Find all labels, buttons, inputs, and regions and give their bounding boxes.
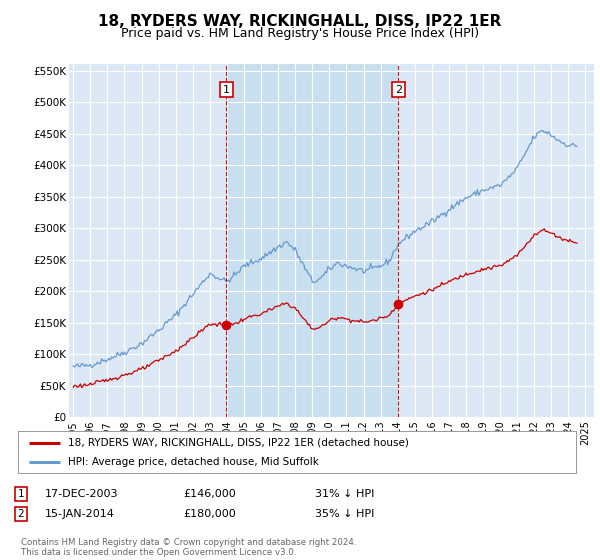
Bar xyxy=(226,64,398,417)
Text: 2: 2 xyxy=(395,85,402,95)
Text: 18, RYDERS WAY, RICKINGHALL, DISS, IP22 1ER (detached house): 18, RYDERS WAY, RICKINGHALL, DISS, IP22 … xyxy=(68,437,409,447)
Text: Contains HM Land Registry data © Crown copyright and database right 2024.
This d: Contains HM Land Registry data © Crown c… xyxy=(21,538,356,557)
Text: 35% ↓ HPI: 35% ↓ HPI xyxy=(315,509,374,519)
Text: 1: 1 xyxy=(17,489,25,499)
Text: £146,000: £146,000 xyxy=(183,489,236,499)
Text: 17-DEC-2003: 17-DEC-2003 xyxy=(45,489,119,499)
Text: 18, RYDERS WAY, RICKINGHALL, DISS, IP22 1ER: 18, RYDERS WAY, RICKINGHALL, DISS, IP22 … xyxy=(98,14,502,29)
Text: 15-JAN-2014: 15-JAN-2014 xyxy=(45,509,115,519)
Text: 1: 1 xyxy=(223,85,230,95)
Text: 2: 2 xyxy=(17,509,25,519)
Text: £180,000: £180,000 xyxy=(183,509,236,519)
Text: HPI: Average price, detached house, Mid Suffolk: HPI: Average price, detached house, Mid … xyxy=(68,457,319,467)
Text: Price paid vs. HM Land Registry's House Price Index (HPI): Price paid vs. HM Land Registry's House … xyxy=(121,27,479,40)
Text: 31% ↓ HPI: 31% ↓ HPI xyxy=(315,489,374,499)
